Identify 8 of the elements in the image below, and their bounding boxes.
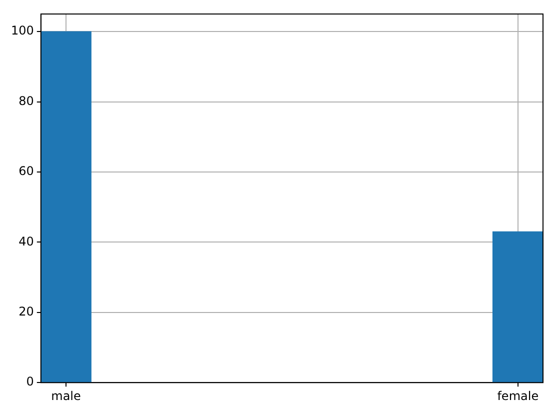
y-tick-label: 80: [18, 94, 34, 108]
y-tick-label: 20: [18, 304, 34, 319]
y-tick-label: 40: [18, 234, 34, 248]
y-tick-label: 100: [11, 24, 34, 38]
y-tick-label: 60: [18, 164, 34, 178]
x-tick-label: male: [51, 388, 81, 403]
x-tick-label: female: [497, 388, 539, 403]
y-tick-label: 0: [26, 374, 34, 389]
